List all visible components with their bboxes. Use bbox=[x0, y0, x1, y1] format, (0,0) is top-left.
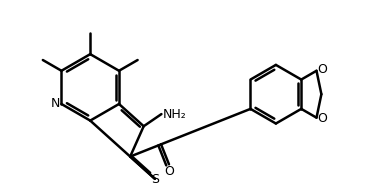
Text: O: O bbox=[164, 165, 174, 178]
Text: S: S bbox=[151, 173, 159, 186]
Text: O: O bbox=[318, 112, 327, 125]
Text: N: N bbox=[51, 98, 60, 111]
Text: O: O bbox=[318, 63, 327, 76]
Text: NH₂: NH₂ bbox=[163, 108, 187, 121]
